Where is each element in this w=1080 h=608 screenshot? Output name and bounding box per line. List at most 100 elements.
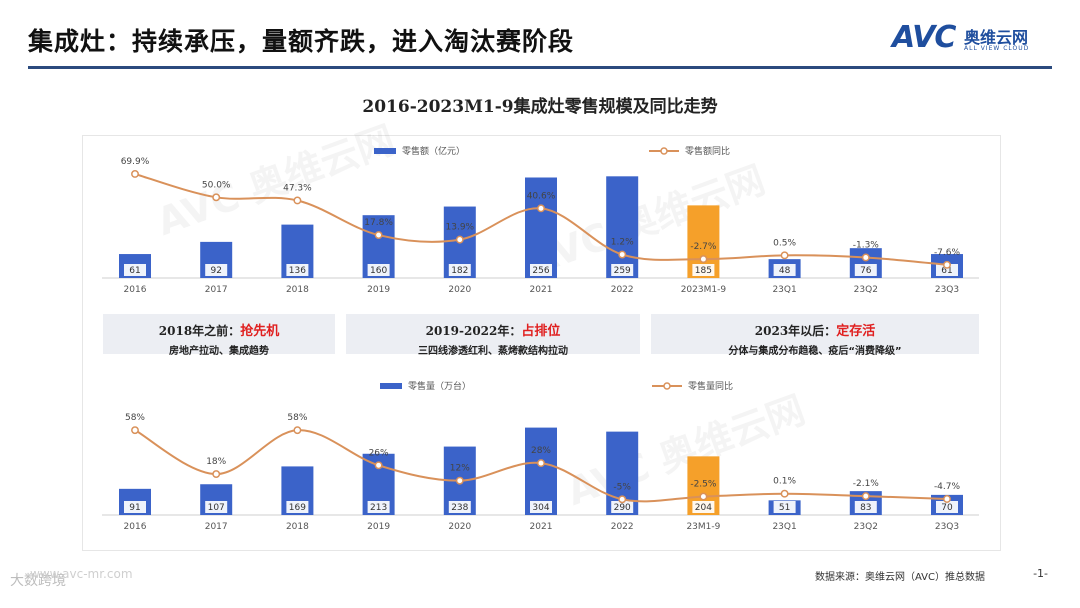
footer-url: www.avc-mr.com xyxy=(30,567,133,581)
yoy-point xyxy=(618,250,627,259)
bar-value-label: 136 xyxy=(289,266,306,276)
phase-box-2: 2019-2022年：占排位 三四线渗透红利、蒸烤款结构拉动 xyxy=(346,314,640,357)
bar-value-label: 107 xyxy=(208,503,225,513)
phase-1-highlight: 抢先机 xyxy=(240,324,280,339)
logo-cn-text: 奥维云网 xyxy=(964,28,1029,47)
bar-value-label: 290 xyxy=(614,503,631,513)
bar-label-bg xyxy=(367,501,390,513)
x-tick-label: 2020 xyxy=(448,285,471,295)
bar-value-label: 70 xyxy=(941,503,953,513)
chart-title: 2016-2023M1-9集成灶零售规模及同比走势 xyxy=(362,97,718,117)
yoy-point xyxy=(131,426,139,435)
bar-label-bg xyxy=(854,264,877,276)
bar-value-label: 213 xyxy=(370,503,387,513)
x-tick-label: 23Q1 xyxy=(772,285,796,295)
yoy-point xyxy=(861,253,870,262)
x-tick-label: 2019 xyxy=(367,285,390,295)
bar-label-bg xyxy=(286,501,309,513)
bar-label-bg xyxy=(205,264,228,276)
bar-value-label: 83 xyxy=(860,503,871,513)
yoy-point xyxy=(699,492,708,501)
yoy-point xyxy=(943,260,951,269)
yoy-point xyxy=(780,489,789,498)
x-tick-label: 23Q2 xyxy=(854,522,878,532)
bar-value-label: 91 xyxy=(129,503,140,513)
phase-3-desc: 分体与集成分布趋稳、疫后“消费降级” xyxy=(728,346,902,357)
bar-value-label: 204 xyxy=(695,503,712,513)
bar-value-label: 304 xyxy=(532,503,549,513)
bar-label-bg xyxy=(611,264,634,276)
yoy-value-label: 1.2% xyxy=(611,238,634,248)
yoy-value-label: 69.9% xyxy=(121,157,150,167)
bar-label-bg xyxy=(530,264,552,276)
yoy-point xyxy=(780,251,789,260)
yoy-point xyxy=(537,204,545,213)
x-tick-label: 2022 xyxy=(611,522,634,532)
x-tick-label: 2017 xyxy=(205,522,228,532)
yoy-point xyxy=(861,492,870,501)
bar-value-label: 169 xyxy=(289,503,306,513)
x-tick-label: 23Q1 xyxy=(772,522,796,532)
bar-value-label: 61 xyxy=(941,266,952,276)
x-tick-label: 2019 xyxy=(367,522,390,532)
bar-label-bg xyxy=(611,501,634,513)
bar-label-bg xyxy=(692,264,715,276)
sales-value-chart: 零售额（亿元） 零售额同比 61 2016 92 2017 136 2018 160 2019 18… xyxy=(102,145,979,295)
x-tick-label: 2018 xyxy=(286,285,309,295)
x-tick-label: 23Q3 xyxy=(935,285,959,295)
phase-1-desc: 房地产拉动、集成趋势 xyxy=(169,346,269,357)
yoy-point xyxy=(293,196,302,205)
x-tick-label: 2023M1-9 xyxy=(681,285,727,295)
page-title: 集成灶：持续承压，量额齐跌，进入淘汰赛阶段 xyxy=(28,27,575,56)
bar-label-bg xyxy=(936,264,958,276)
bar-label-bg xyxy=(692,501,715,513)
yoy-value-label: 17.8% xyxy=(364,218,393,228)
bar xyxy=(606,176,639,278)
phase-3-highlight: 定存活 xyxy=(836,324,876,339)
x-tick-label: 2016 xyxy=(124,285,147,295)
yoy-value-label: -2.1% xyxy=(853,479,880,489)
logo-mark: AVC xyxy=(892,20,956,55)
phase-box-1: 2018年之前：抢先机 房地产拉动、集成趋势 xyxy=(103,314,335,357)
bar-label-bg xyxy=(448,501,471,513)
yoy-point xyxy=(455,476,464,485)
x-tick-label: 2020 xyxy=(448,522,471,532)
yoy-point xyxy=(293,426,302,435)
legend-bar-label: 零售额（亿元） xyxy=(402,145,465,157)
yoy-value-label: 0.5% xyxy=(773,238,796,248)
legend-line-label: 零售额同比 xyxy=(685,145,730,157)
phase-1-prefix: 2018年之前： xyxy=(158,324,241,338)
footer-left-mark: 大数跨境 xyxy=(10,573,66,589)
yoy-value-label: -2.7% xyxy=(690,242,717,252)
yoy-value-label: -7.6% xyxy=(934,248,961,258)
yoy-value-label: 13.9% xyxy=(446,223,475,233)
bar-value-label: 256 xyxy=(532,266,549,276)
legend-line-marker xyxy=(660,147,668,155)
yoy-point xyxy=(618,495,627,504)
bar-value-label: 76 xyxy=(860,266,872,276)
yoy-value-label: 26% xyxy=(369,448,389,458)
x-tick-label: 2018 xyxy=(286,522,309,532)
bar-value-label: 185 xyxy=(695,266,712,276)
phase-2-highlight: 占排位 xyxy=(521,324,561,339)
bar-value-label: 259 xyxy=(614,266,631,276)
yoy-value-label: 58% xyxy=(287,413,307,423)
bar-label-bg xyxy=(205,501,228,513)
bar-label-bg xyxy=(367,264,390,276)
bar-value-label: 238 xyxy=(451,503,468,513)
bar-value-label: 160 xyxy=(370,266,387,276)
phase-2-desc: 三四线渗透红利、蒸烤款结构拉动 xyxy=(418,346,568,357)
legend-bar-label: 零售量（万台） xyxy=(408,380,471,392)
bar-label-bg xyxy=(854,501,877,513)
yoy-point xyxy=(131,170,139,178)
x-tick-label: 23Q3 xyxy=(935,522,959,532)
bar-label-bg xyxy=(124,501,146,513)
data-source: 数据来源：奥维云网（AVC）推总数据 xyxy=(814,572,985,583)
bar-label-bg xyxy=(448,264,471,276)
yoy-value-label: 18% xyxy=(206,457,226,467)
avc-logo: AVC 奥维云网 ALL VIEW CLOUD xyxy=(892,20,1052,60)
bar-value-label: 61 xyxy=(129,266,140,276)
x-tick-label: 2017 xyxy=(205,285,228,295)
yoy-value-label: -4.7% xyxy=(934,482,961,492)
legend-bar-swatch xyxy=(380,383,402,389)
